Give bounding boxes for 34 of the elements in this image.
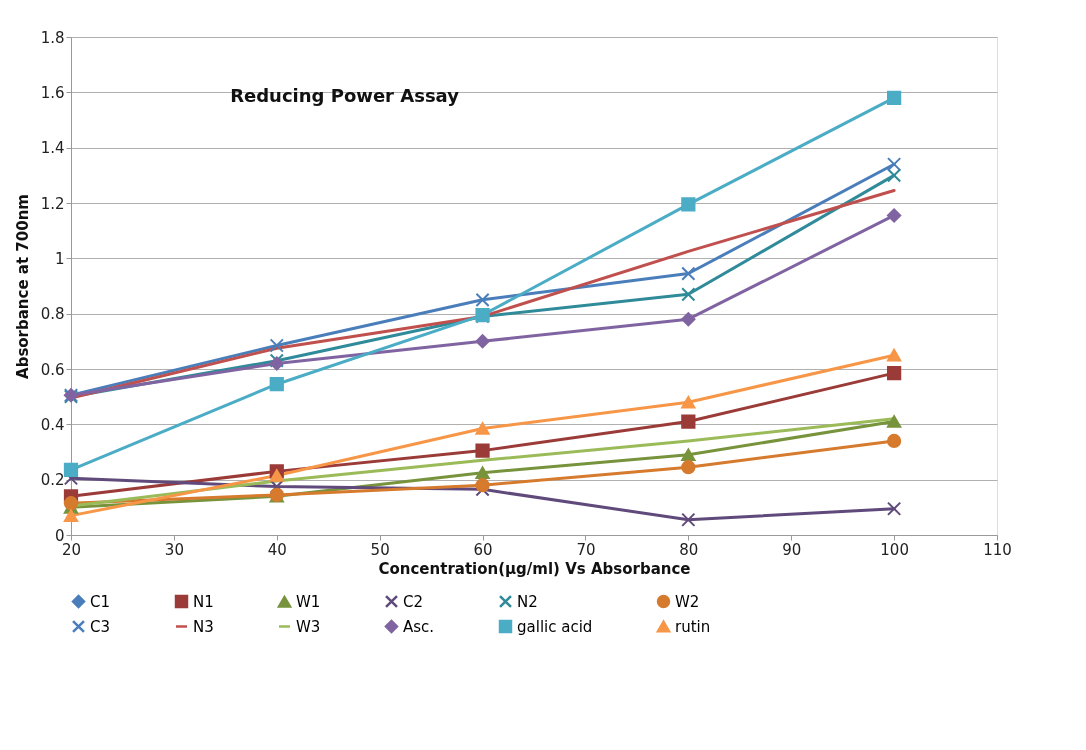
y-tick-label: 1.2 — [40, 194, 65, 213]
legend-label: C3 — [90, 617, 111, 636]
legend-label: gallic acid — [517, 617, 593, 636]
x-tick-label: 100 — [880, 540, 909, 559]
legend-label: W3 — [296, 617, 321, 636]
x-tick-label: 80 — [679, 540, 699, 559]
y-tick-label: 1 — [54, 249, 65, 268]
legend-label: N2 — [517, 592, 538, 611]
y-tick-label: 0.6 — [40, 360, 65, 379]
y-tick-label: 1.6 — [40, 83, 65, 102]
x-axis-title: Concentration(μg/ml) Vs Absorbance — [378, 559, 691, 578]
x-tick-label: 60 — [473, 540, 493, 559]
legend-label: N1 — [193, 592, 214, 611]
legend-label: C2 — [403, 592, 424, 611]
legend-label: C1 — [90, 592, 111, 611]
legend-label: W2 — [675, 592, 700, 611]
y-axis-title: Absorbance at 700nm — [13, 194, 32, 379]
legend-label: N3 — [193, 617, 214, 636]
y-tick-label: 1.4 — [40, 139, 65, 158]
x-tick-label: 40 — [267, 540, 287, 559]
x-tick-label: 50 — [370, 540, 390, 559]
legend-label: rutin — [675, 617, 711, 636]
text: Reducing Power Assay — [230, 85, 460, 106]
x-tick-label: 90 — [782, 540, 802, 559]
x-tick-label: 20 — [61, 540, 82, 559]
legend-label: W1 — [296, 592, 321, 611]
x-tick-label: 70 — [576, 540, 596, 559]
legend-label: Asc. — [403, 617, 435, 636]
y-tick-label: 0.8 — [40, 305, 65, 324]
y-tick-label: 0.4 — [40, 415, 65, 434]
x-tick-label: 30 — [164, 540, 184, 559]
y-tick-label: 0.2 — [40, 471, 65, 490]
y-tick-label: 1.8 — [40, 28, 65, 47]
x-tick-label: 110 — [983, 540, 1012, 559]
